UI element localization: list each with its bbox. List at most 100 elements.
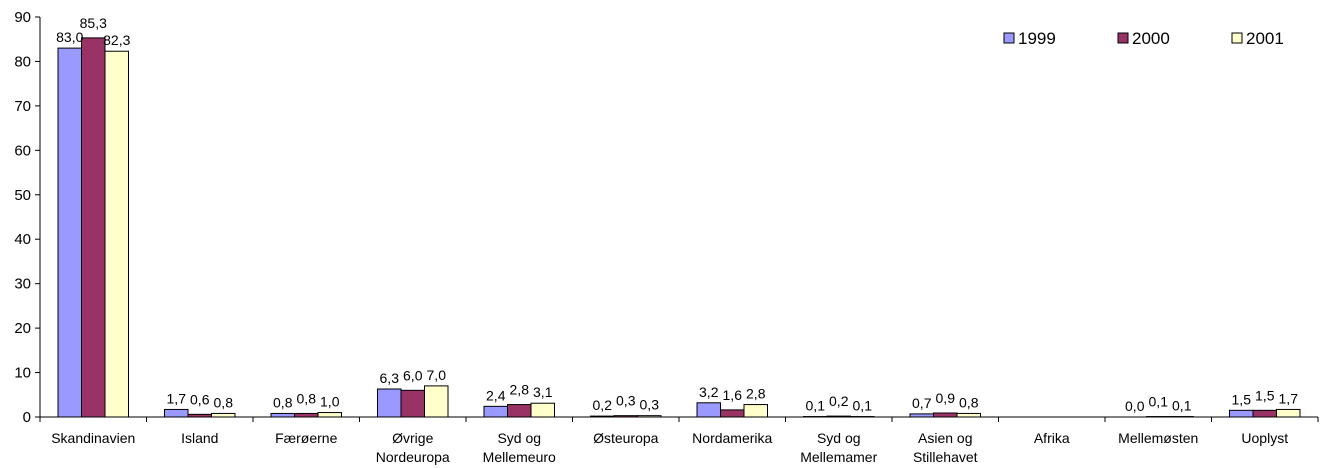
category-label: Færøerne <box>275 430 337 446</box>
bar-2001 <box>956 412 981 418</box>
category-label: Østeuropa <box>593 430 659 446</box>
data-label-2001: 0,1 <box>1172 398 1192 414</box>
bar-2000 <box>933 412 958 418</box>
category-label: Syd og Mellemeuro <box>483 430 556 465</box>
bar-1999 <box>1229 409 1254 418</box>
bar-2001 <box>104 50 129 418</box>
category-label-line: Island <box>181 430 218 446</box>
data-label-1999: 0,7 <box>912 395 932 411</box>
data-label-2000: 0,1 <box>1149 394 1169 410</box>
data-label-2000: 0,8 <box>297 390 317 406</box>
bar-2000 <box>81 37 106 418</box>
y-tick-label: 30 <box>14 276 31 293</box>
data-label-2000: 0,2 <box>829 393 849 409</box>
bar-1999 <box>377 388 402 418</box>
bar-2001 <box>530 402 555 418</box>
data-label-1999: 2,4 <box>486 387 506 403</box>
data-label-2001: 0,3 <box>640 397 660 413</box>
bar-2000 <box>720 409 745 418</box>
data-label-1999: 0,2 <box>593 397 613 413</box>
category-label-line: Skandinavien <box>51 430 135 446</box>
legend: 1999 2000 2001 <box>1003 29 1284 48</box>
data-label-2001: 1,0 <box>320 394 340 410</box>
data-label-1999: 6,3 <box>380 370 400 386</box>
bar-1999 <box>164 408 189 418</box>
bar-1999 <box>57 47 82 418</box>
category-label: Uoplyst <box>1241 430 1288 446</box>
y-axis: 0 10 20 30 40 50 60 70 80 90 <box>14 9 41 426</box>
legend-swatch-2001 <box>1231 32 1243 44</box>
bar-2001 <box>317 412 342 418</box>
bar-2001 <box>1276 408 1301 418</box>
bar-2001 <box>424 385 449 418</box>
data-label-2000: 1,5 <box>1255 387 1275 403</box>
data-label-2000: 85,3 <box>80 15 107 31</box>
data-label-2000: 1,6 <box>723 387 743 403</box>
category-label-line: Syd og <box>817 430 861 446</box>
bar-2001 <box>743 404 768 418</box>
bar-1999 <box>270 412 295 418</box>
legend-label-1999: 1999 <box>1018 29 1056 48</box>
category-label-line: Mellemeuro <box>483 449 556 465</box>
legend-swatch-2000 <box>1117 32 1129 44</box>
y-tick-label: 50 <box>14 187 31 204</box>
category-label-line: Færøerne <box>275 430 337 446</box>
data-label-1999: 1,5 <box>1232 391 1252 407</box>
bars <box>57 37 1301 418</box>
bar-2000 <box>507 404 532 418</box>
legend-swatch-1999 <box>1003 32 1015 44</box>
data-label-2000: 0,6 <box>190 391 210 407</box>
y-tick-label: 10 <box>14 365 31 382</box>
y-tick-label: 40 <box>14 231 31 248</box>
category-label: Mellemøsten <box>1118 430 1198 446</box>
category-label: Nordamerika <box>692 430 772 446</box>
category-label: Syd og Mellemamer <box>800 430 877 465</box>
data-label-1999: 1,7 <box>167 390 187 406</box>
y-tick-label: 70 <box>14 98 31 115</box>
data-label-2001: 1,7 <box>1279 390 1299 406</box>
data-label-2000: 0,9 <box>936 390 956 406</box>
bar-1999 <box>483 405 508 418</box>
category-label-line: Uoplyst <box>1241 430 1288 446</box>
legend-label-2001: 2001 <box>1246 29 1284 48</box>
category-label: Asien og Stillehavet <box>913 430 978 465</box>
category-label-line: Nordeuropa <box>376 449 450 465</box>
data-label-1999: 3,2 <box>699 384 719 400</box>
y-tick-label: 20 <box>14 320 31 337</box>
bar-2000 <box>294 412 319 418</box>
data-label-1999: 83,0 <box>56 29 83 45</box>
data-label-2001: 0,1 <box>853 398 873 414</box>
y-tick-label: 0 <box>23 409 31 426</box>
y-tick-label: 90 <box>14 9 31 26</box>
data-labels: 83,085,382,31,7 0,6 0,8 0,8 0,8 1,06,3 6,0 7,02… <box>56 15 1298 414</box>
category-label-line: Syd og <box>497 430 541 446</box>
data-label-1999: 0,8 <box>273 394 293 410</box>
data-label-1999: 0,0 <box>1125 398 1145 414</box>
data-label-2001: 0,8 <box>214 394 234 410</box>
y-tick-label: 60 <box>14 142 31 159</box>
data-label-2001: 7,0 <box>427 367 447 383</box>
legend-label-2000: 2000 <box>1132 29 1170 48</box>
category-label-line: Østeuropa <box>593 430 659 446</box>
category-label-line: Nordamerika <box>692 430 772 446</box>
category-label-line: Øvrige <box>392 430 433 446</box>
data-label-2000: 0,3 <box>616 393 636 409</box>
y-tick-label: 80 <box>14 53 31 70</box>
data-label-2001: 3,1 <box>533 384 553 400</box>
category-label-line: Asien og <box>918 430 972 446</box>
category-label: Skandinavien <box>51 430 135 446</box>
category-label: Island <box>181 430 218 446</box>
category-label-line: Afrika <box>1034 430 1070 446</box>
bar-1999 <box>696 402 721 418</box>
category-label: Afrika <box>1034 430 1070 446</box>
data-label-2001: 82,3 <box>103 32 130 48</box>
data-label-2001: 0,8 <box>959 394 979 410</box>
data-label-2001: 2,8 <box>746 386 766 402</box>
category-label: Øvrige Nordeuropa <box>376 430 450 465</box>
category-label-line: Stillehavet <box>913 449 978 465</box>
category-label-line: Mellemamer <box>800 449 877 465</box>
bar-2000 <box>400 389 425 418</box>
bar-2000 <box>1252 409 1277 418</box>
data-label-2000: 2,8 <box>510 382 530 398</box>
